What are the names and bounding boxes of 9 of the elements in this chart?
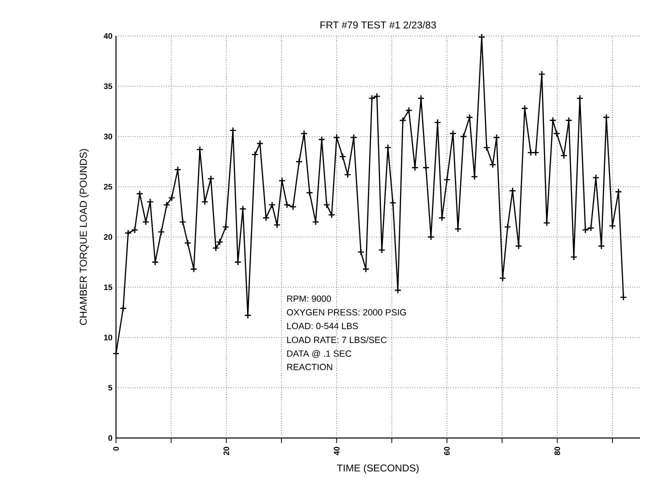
annotation: DATA @ .1 SEC xyxy=(287,350,352,358)
chart-title: FRT #79 TEST #1 2/23/83 xyxy=(320,21,436,28)
annotation: RPM: 9000 xyxy=(287,295,331,302)
annotation: REACTION xyxy=(287,364,332,370)
annotation: LOAD RATE: 7 LBS/SEC xyxy=(287,336,387,344)
y-axis-title: CHAMBER TORQUE LOAD (POUNDS) xyxy=(80,149,89,325)
x-axis-title: TIME (SECONDS) xyxy=(336,464,419,474)
annotation: LOAD: 0-544 LBS xyxy=(287,322,358,330)
annotation: OXYGEN PRESS: 2000 PSIG xyxy=(286,309,406,316)
